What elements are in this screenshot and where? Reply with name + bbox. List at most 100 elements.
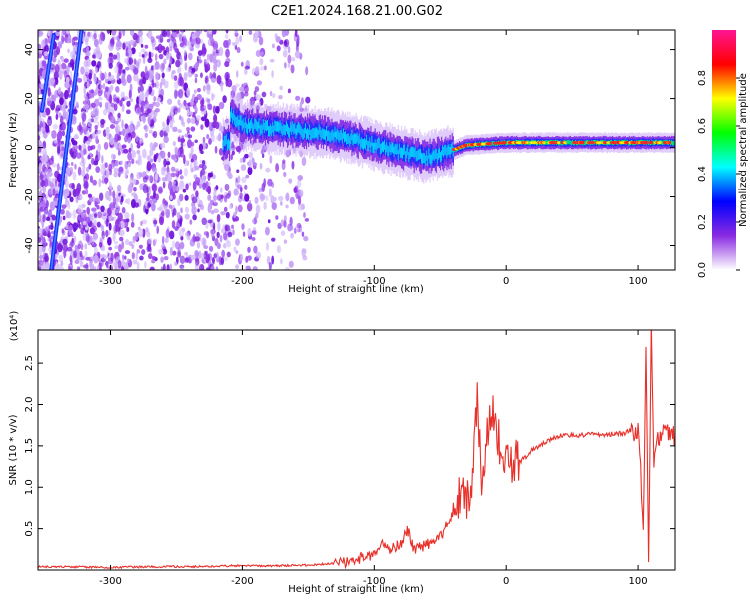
trace-segment bbox=[250, 120, 252, 131]
trace-segment bbox=[409, 148, 411, 160]
noise-speck bbox=[91, 60, 97, 67]
noise-speck bbox=[179, 217, 183, 227]
trace-segment bbox=[426, 150, 428, 161]
noise-speck bbox=[224, 224, 231, 232]
trace-segment bbox=[294, 123, 296, 134]
trace-segment bbox=[403, 144, 405, 155]
noise-speck bbox=[121, 144, 127, 149]
noise-speck bbox=[212, 58, 218, 64]
noise-speck bbox=[142, 76, 147, 85]
trace-segment bbox=[566, 140, 568, 145]
noise-speck bbox=[118, 30, 124, 33]
noise-speck bbox=[247, 246, 251, 253]
noise-speck bbox=[38, 74, 41, 81]
noise-speck bbox=[234, 32, 239, 37]
noise-speck bbox=[139, 183, 143, 191]
noise-speck bbox=[145, 197, 150, 202]
noise-speck bbox=[157, 43, 163, 54]
noise-speck bbox=[204, 76, 208, 84]
noise-speck bbox=[136, 96, 140, 106]
noise-speck bbox=[239, 253, 243, 262]
noise-speck bbox=[189, 162, 193, 172]
trace-segment bbox=[353, 133, 355, 144]
snr-x-ticks: -300 -200 -100 0 100 bbox=[99, 330, 648, 587]
trace-segment bbox=[281, 125, 284, 137]
noise-speck bbox=[206, 67, 210, 71]
noise-speck bbox=[133, 73, 139, 82]
spectrogram-y-ticks: -40 -20 0 20 40 bbox=[24, 43, 675, 254]
noise-speck bbox=[82, 105, 87, 110]
noise-speck bbox=[251, 230, 257, 235]
noise-speck bbox=[194, 177, 201, 185]
noise-speck bbox=[118, 166, 124, 173]
trace-segment bbox=[328, 130, 330, 141]
noise-speck bbox=[94, 197, 100, 202]
noise-speck bbox=[179, 242, 185, 249]
noise-speck bbox=[269, 155, 273, 164]
noise-speck bbox=[97, 150, 101, 161]
noise-speck bbox=[42, 199, 46, 208]
noise-speck bbox=[108, 246, 112, 251]
noise-speck bbox=[212, 51, 217, 60]
noise-speck bbox=[49, 63, 55, 71]
noise-speck bbox=[184, 213, 190, 220]
noise-speck bbox=[281, 30, 287, 38]
noise-speck bbox=[289, 216, 293, 227]
noise-speck bbox=[150, 36, 155, 44]
noise-speck bbox=[55, 113, 59, 120]
noise-speck bbox=[139, 255, 144, 261]
noise-speck bbox=[50, 155, 54, 162]
trace-segment bbox=[423, 152, 425, 164]
noise-speck bbox=[224, 183, 230, 191]
noise-speck bbox=[83, 180, 89, 190]
noise-speck bbox=[253, 90, 257, 96]
trace-segment bbox=[242, 118, 244, 129]
noise-speck bbox=[207, 185, 212, 195]
trace-segment bbox=[436, 143, 439, 162]
trace-segment bbox=[418, 149, 421, 160]
noise-speck bbox=[276, 245, 282, 254]
noise-speck bbox=[102, 174, 106, 179]
trace-segment bbox=[378, 139, 381, 158]
trace-segment bbox=[333, 132, 335, 143]
trace-segment bbox=[545, 140, 547, 145]
noise-speck bbox=[139, 85, 144, 93]
noise-speck bbox=[136, 149, 141, 155]
noise-speck bbox=[172, 126, 178, 132]
trace-segment bbox=[278, 122, 280, 133]
noise-speck bbox=[208, 30, 213, 35]
snr-series-line bbox=[38, 330, 675, 570]
noise-speck bbox=[188, 52, 193, 61]
noise-speck bbox=[176, 212, 181, 219]
noise-speck bbox=[144, 44, 149, 49]
noise-speck bbox=[61, 146, 65, 152]
noise-speck bbox=[86, 131, 90, 138]
noise-speck bbox=[223, 242, 227, 249]
trace-segment bbox=[290, 121, 292, 132]
noise-speck bbox=[303, 235, 309, 242]
noise-speck bbox=[166, 172, 172, 183]
trace-segment bbox=[420, 152, 423, 164]
noise-speck bbox=[287, 63, 291, 68]
noise-speck bbox=[159, 216, 164, 224]
noise-speck bbox=[38, 30, 44, 36]
noise-speck bbox=[289, 196, 295, 205]
noise-speck bbox=[75, 101, 79, 108]
noise-speck bbox=[81, 112, 87, 122]
noise-speck bbox=[154, 81, 160, 89]
noise-speck bbox=[235, 36, 240, 46]
trace-segment bbox=[358, 133, 361, 144]
trace-segment bbox=[673, 141, 675, 146]
noise-speck bbox=[243, 85, 249, 94]
noise-speck bbox=[200, 107, 205, 112]
noise-speck bbox=[86, 57, 91, 68]
noise-speck bbox=[38, 246, 43, 256]
trace-segment bbox=[312, 128, 314, 139]
noise-speck bbox=[210, 228, 215, 238]
noise-speck bbox=[99, 84, 103, 89]
noise-speck bbox=[56, 45, 61, 55]
noise-speck bbox=[161, 235, 165, 245]
noise-speck bbox=[251, 237, 256, 241]
noise-speck bbox=[141, 249, 146, 255]
noise-speck bbox=[129, 30, 135, 36]
